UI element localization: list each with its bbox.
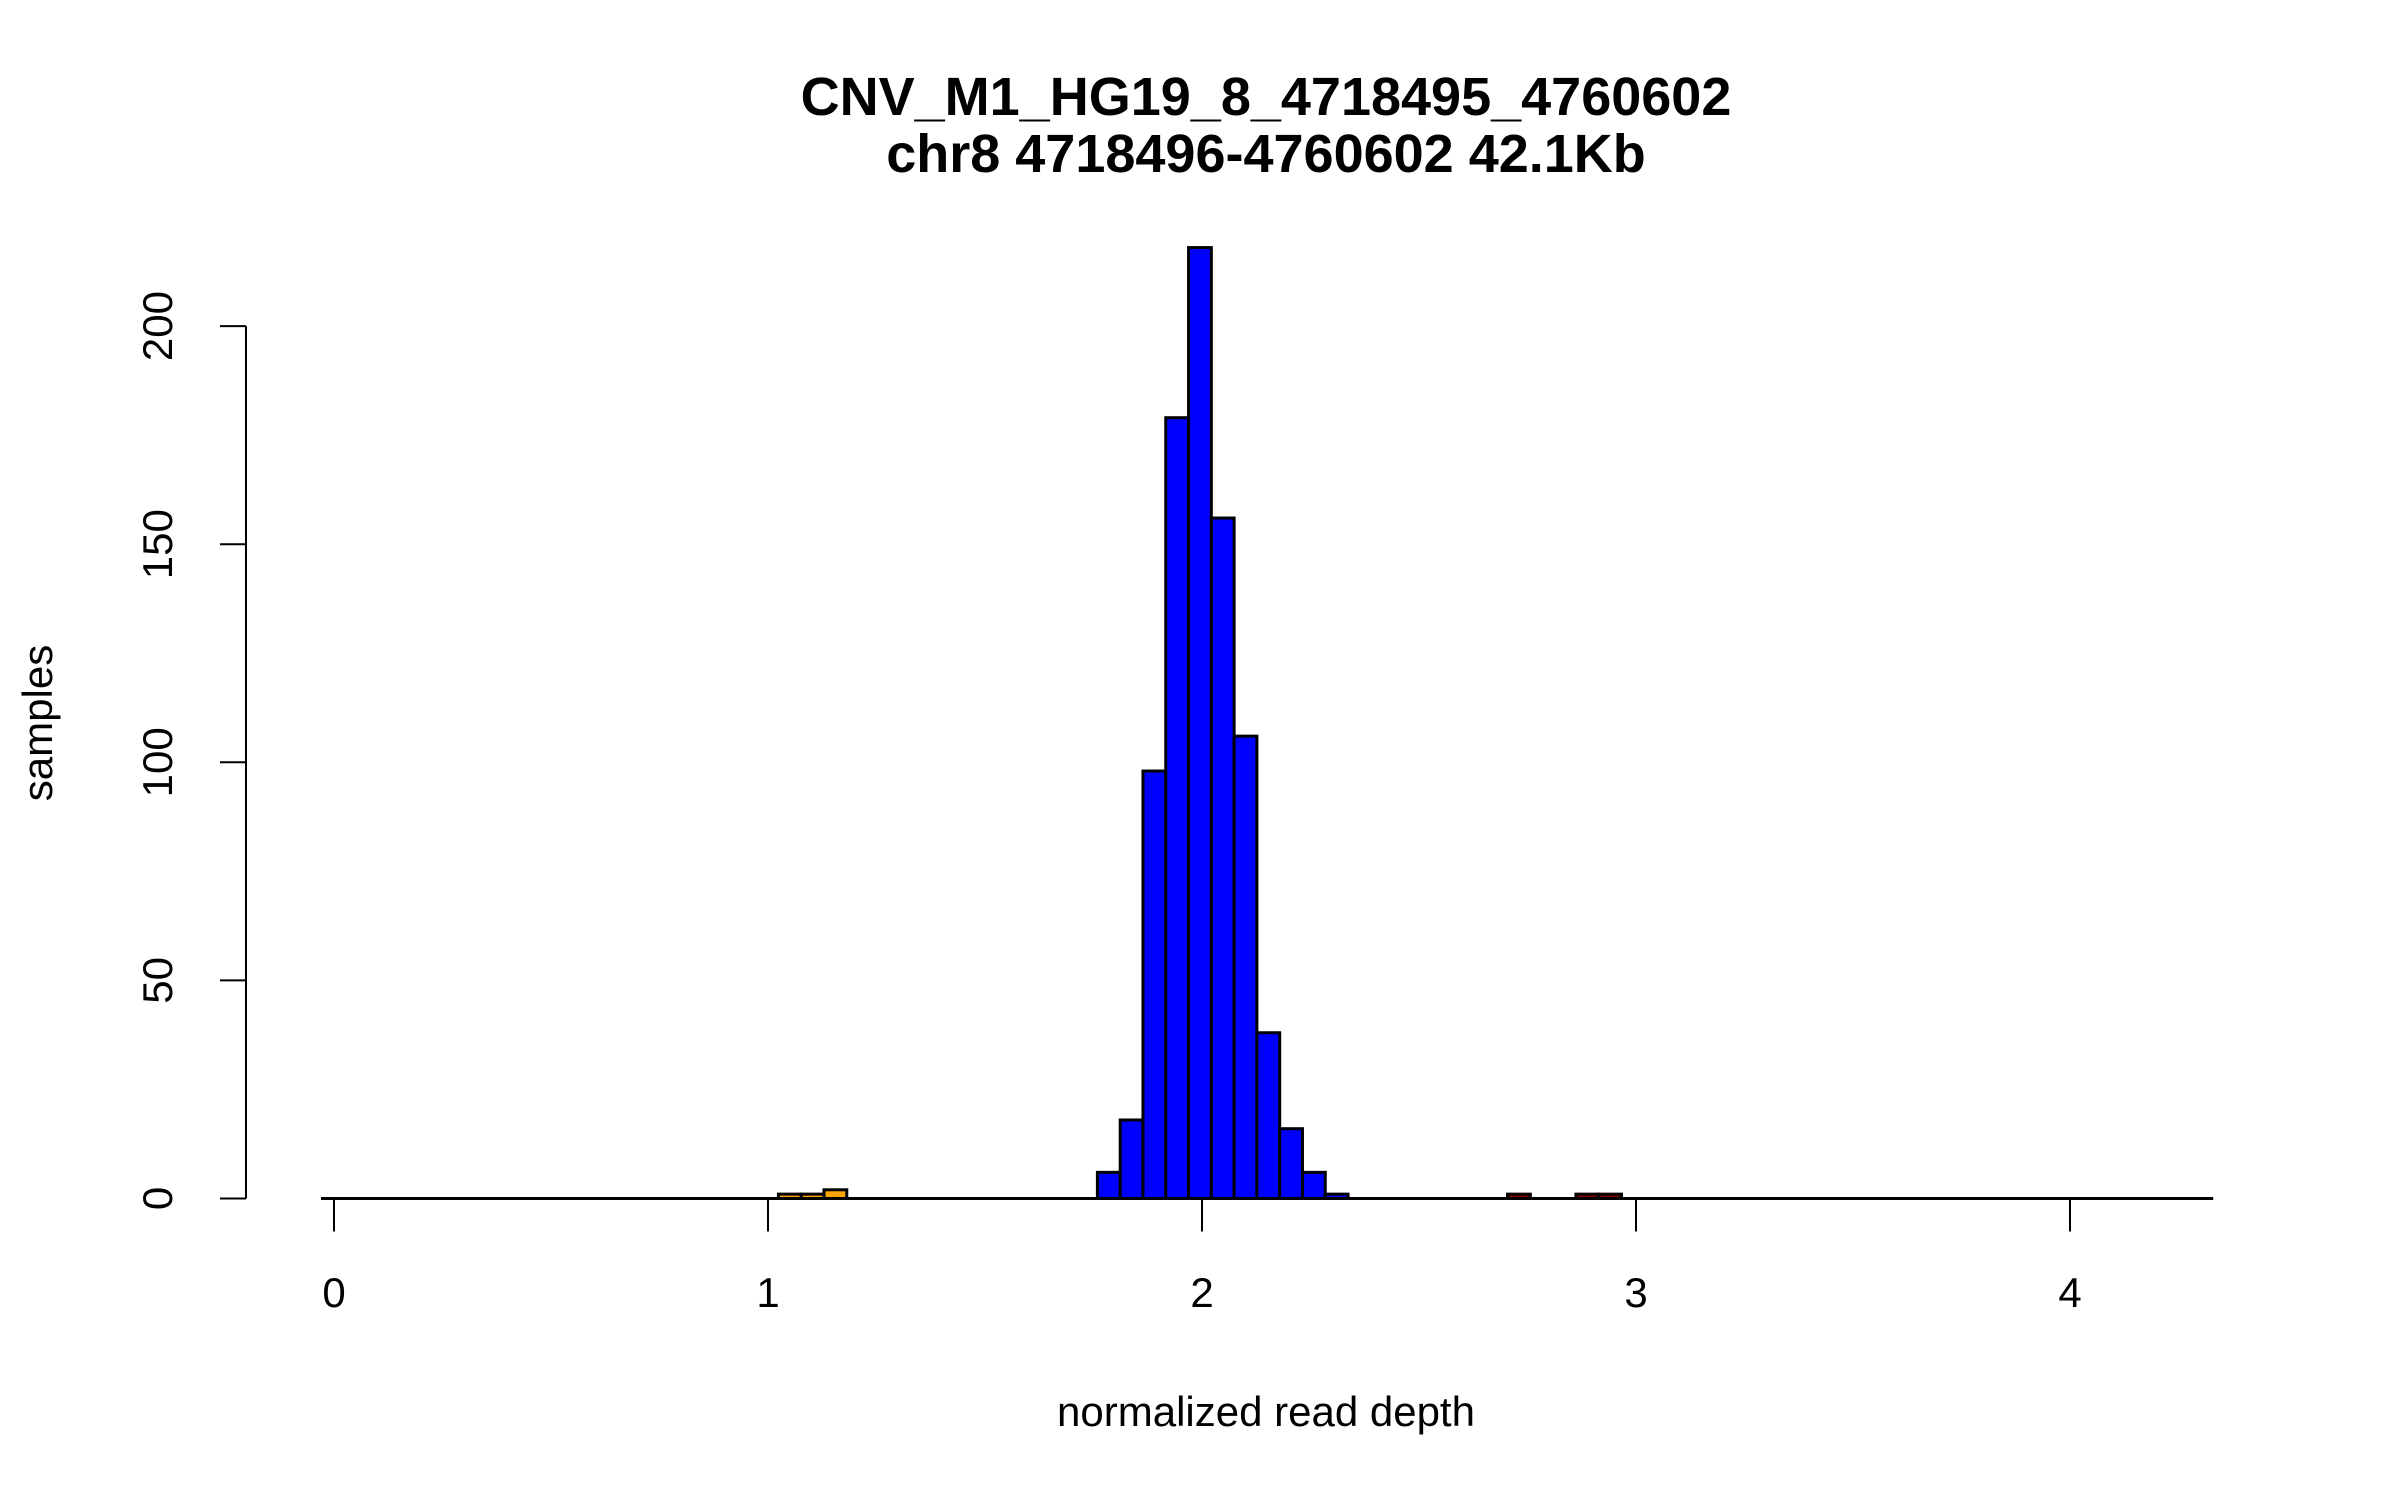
x-tick-label: 3 [1624,1269,1647,1316]
histogram-bar-normal [1232,734,1259,1200]
histogram-bar-normal [1187,246,1213,1201]
axes-group: 0 1 2 3 4 0 50 100 150 200 [134,291,2214,1316]
chart-subtitle: chr8 4718496-4760602 42.1Kb [886,124,1646,184]
histogram-bar-normal [1255,1031,1282,1201]
histogram-bar-normal [1141,769,1168,1200]
chart-title: CNV_M1_HG19_8_4718495_4760602 [801,67,1732,127]
histogram-bar-normal [1095,1170,1122,1201]
x-tick-label: 4 [2058,1269,2081,1316]
bars-group [776,246,1623,1201]
histogram-bar-normal [1118,1118,1145,1201]
y-tick-label: 50 [134,957,181,1004]
histogram-bar-normal [1209,516,1236,1200]
x-tick-label: 1 [756,1269,779,1316]
x-axis-label: normalized read depth [1057,1388,1475,1435]
y-axis-label: samples [14,645,61,801]
y-tick-label: 150 [134,509,181,579]
y-tick-label: 0 [134,1187,181,1210]
x-tick-label: 0 [322,1269,345,1316]
histogram-bar-normal [1300,1170,1327,1201]
y-tick-label: 200 [134,291,181,361]
y-tick-label: 100 [134,727,181,797]
histogram-bar-normal [1278,1127,1304,1201]
histogram-bar-normal [1164,416,1191,1200]
x-tick-label: 2 [1190,1269,1213,1316]
